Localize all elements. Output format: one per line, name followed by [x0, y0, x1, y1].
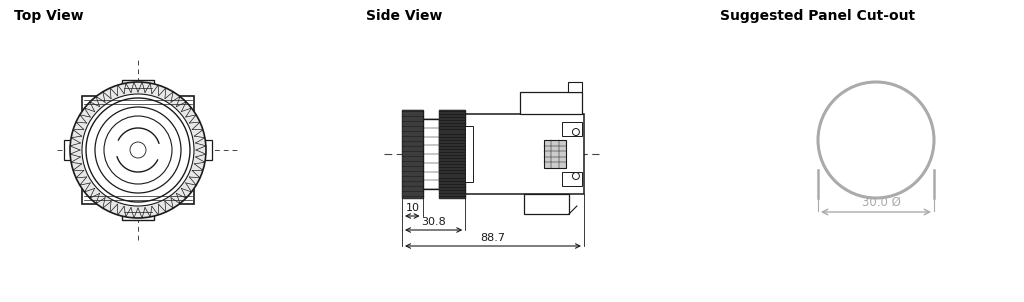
Circle shape — [572, 128, 580, 136]
Bar — [439, 110, 465, 198]
Bar — [544, 140, 566, 168]
Bar — [520, 92, 582, 114]
Bar — [562, 122, 582, 136]
Bar — [122, 204, 154, 220]
Bar — [402, 110, 423, 198]
Text: 30.8: 30.8 — [421, 217, 446, 227]
Bar — [465, 126, 473, 182]
Circle shape — [86, 98, 190, 202]
Text: 30.0 Ø: 30.0 Ø — [861, 196, 900, 209]
Bar — [122, 80, 154, 96]
Text: Suggested Panel Cut-out: Suggested Panel Cut-out — [720, 9, 915, 23]
Text: 10: 10 — [406, 203, 420, 213]
Bar — [524, 194, 569, 214]
Circle shape — [104, 116, 172, 184]
Text: 88.7: 88.7 — [480, 233, 506, 243]
Circle shape — [572, 172, 580, 179]
Bar — [465, 114, 584, 194]
Text: Side View: Side View — [366, 9, 442, 23]
Bar — [562, 172, 582, 186]
Circle shape — [82, 94, 194, 206]
Circle shape — [95, 107, 181, 193]
Bar — [82, 96, 194, 204]
Bar — [194, 140, 212, 160]
Circle shape — [130, 142, 146, 158]
Text: Top View: Top View — [14, 9, 84, 23]
Bar — [568, 82, 582, 92]
Bar — [63, 140, 82, 160]
Circle shape — [70, 82, 206, 218]
Bar — [423, 119, 439, 189]
